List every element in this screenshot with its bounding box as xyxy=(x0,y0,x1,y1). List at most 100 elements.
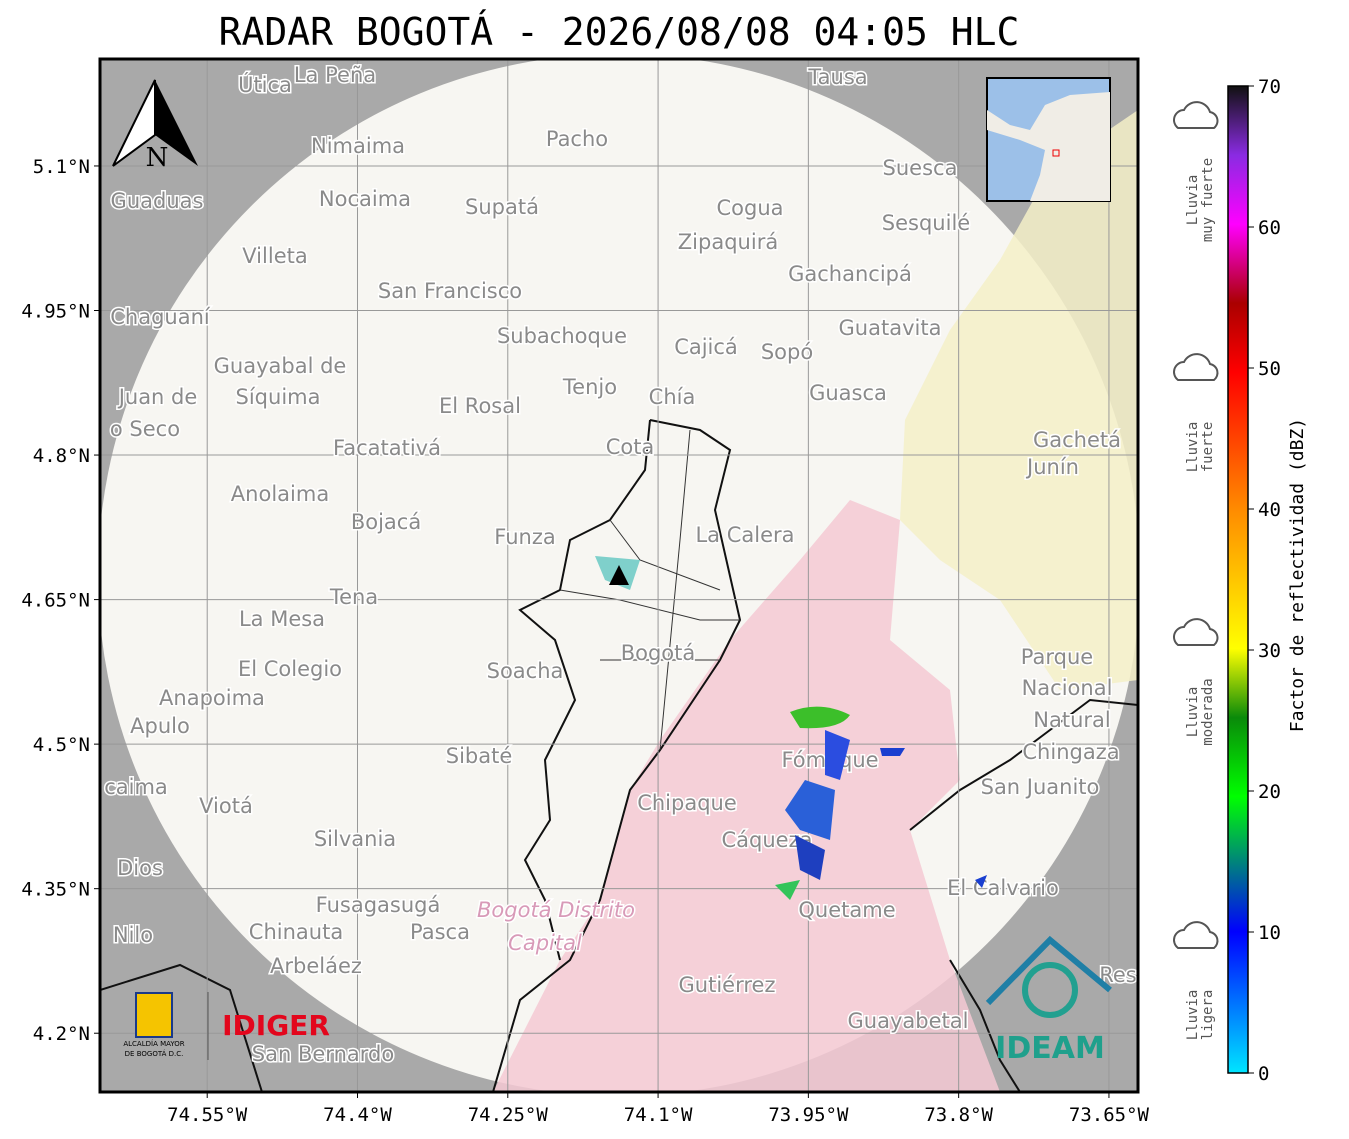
place-label: Nocaima xyxy=(319,187,411,211)
place-label: San Bernardo xyxy=(252,1042,394,1066)
colorbar xyxy=(1227,85,1249,1074)
colorbar-label: Factor de reflectividad (dBZ) xyxy=(1287,418,1308,732)
place-label: La Peña xyxy=(294,63,376,87)
place-label: Nimaima xyxy=(311,134,405,158)
y-tick-label: 4.2°N xyxy=(33,1023,90,1045)
rain-level-label: Lluvia xyxy=(1185,990,1201,1041)
place-label: Parque xyxy=(1021,645,1093,669)
north-arrow: N xyxy=(112,79,198,173)
region-yellow xyxy=(900,110,1138,690)
place-label: Bojacá xyxy=(351,510,421,534)
place-label: Anolaima xyxy=(231,482,329,506)
x-tick-label: 73.8°W xyxy=(924,1104,993,1126)
y-tick-label: 4.35°N xyxy=(21,879,90,901)
place-label: Chía xyxy=(649,385,696,409)
place-label: Gachancipá xyxy=(788,262,912,286)
place-label: Guasca xyxy=(809,381,887,405)
x-tick-label: 74.1°W xyxy=(624,1104,693,1126)
rain-icon xyxy=(1173,101,1219,129)
x-tick-label: 73.65°W xyxy=(1069,1104,1150,1126)
y-tick-label: 4.95°N xyxy=(21,301,90,323)
border xyxy=(100,963,263,1092)
place-label: Guatavita xyxy=(839,316,942,340)
place-label: Dios xyxy=(117,856,163,880)
place-label: Bogotá xyxy=(621,641,696,665)
place-label: El Colegio xyxy=(238,657,342,681)
place-label: La Calera xyxy=(695,523,794,547)
x-tick-label: 73.95°W xyxy=(768,1104,849,1126)
place-label: El Calvario xyxy=(947,876,1059,900)
colorbar-tick-label: 60 xyxy=(1258,217,1281,239)
place-label: Gutiérrez xyxy=(679,973,776,997)
place-label: Cajicá xyxy=(674,335,738,359)
place-label: Anapoima xyxy=(159,686,265,710)
colorbar-tick-label: 20 xyxy=(1258,781,1281,803)
region-pink xyxy=(493,500,1000,1092)
border xyxy=(949,959,1021,1092)
y-tick-label: 4.8°N xyxy=(33,445,90,467)
place-label: Apulo xyxy=(130,714,190,738)
map-frame xyxy=(98,57,1140,1094)
place-label: Supatá xyxy=(465,195,539,219)
x-tick-label: 74.4°W xyxy=(323,1104,392,1126)
place-label: Tausa xyxy=(807,65,867,89)
rain-level-label: Lluvia xyxy=(1185,422,1201,473)
place-label: Guayabal de xyxy=(214,354,347,378)
place-label: La Mesa xyxy=(239,607,325,631)
rain-level-label: Lluvia xyxy=(1185,175,1201,226)
idiger-logo: IDIGER xyxy=(222,1009,330,1042)
place-label: Útica xyxy=(238,72,292,97)
place-label: Nacional xyxy=(1022,676,1113,700)
place-label: Chipaque xyxy=(637,791,737,815)
x-tick-label: 74.25°W xyxy=(468,1104,549,1126)
rain-level-label: moderada xyxy=(1200,678,1216,745)
inset-map xyxy=(986,77,1111,202)
place-label: Capital xyxy=(508,931,582,955)
place-label: Facatativá xyxy=(333,436,441,460)
radar-site xyxy=(609,565,629,585)
rain-level-label: ligera xyxy=(1200,990,1216,1041)
y-tick-label: 4.65°N xyxy=(21,590,90,612)
colorbar-tick-label: 50 xyxy=(1258,358,1281,380)
place-label: Nilo xyxy=(113,923,153,947)
logos: ALCALDÍA MAYOR DE BOGOTÁ D.C. IDIGER IDE… xyxy=(123,935,1112,1066)
place-label: Gachetá xyxy=(1033,428,1121,452)
place-label: Chingaza xyxy=(1022,740,1119,764)
map-area: Útica La Peña Tausa Pacho Nimaima Suesca Guadu… xyxy=(100,59,1138,1092)
place-label: Soacha xyxy=(487,659,564,683)
place-label: Quetame xyxy=(798,898,895,922)
place-label: caima xyxy=(104,775,168,799)
place-label: Fusagasugá xyxy=(316,893,441,917)
ideam-logo: IDEAM xyxy=(995,1031,1105,1066)
place-label: El Rosal xyxy=(439,394,521,418)
place-label: Cota xyxy=(606,435,655,459)
rain-level-label: muy fuerte xyxy=(1200,158,1216,242)
place-label: Funza xyxy=(494,525,555,549)
colorbar-tick-label: 0 xyxy=(1258,1063,1269,1085)
north-label: N xyxy=(146,143,169,173)
border xyxy=(909,698,1138,831)
rain-level-label: Lluvia xyxy=(1185,687,1201,738)
place-label: o Seco xyxy=(110,417,180,441)
place-label: Chaguaní xyxy=(110,305,211,329)
place-label: Guaduas xyxy=(111,189,204,213)
rain-icon xyxy=(1173,921,1219,949)
colorbar-tick-label: 30 xyxy=(1258,640,1281,662)
rain-level-label: fuerte xyxy=(1200,422,1216,473)
place-label: Tenjo xyxy=(562,375,617,399)
bogota-border xyxy=(492,419,742,1092)
place-label: Bogotá Distrito xyxy=(477,898,635,922)
place-label: San Francisco xyxy=(378,279,522,303)
colorbar-tick-label: 10 xyxy=(1258,922,1281,944)
place-label: San Juanito xyxy=(981,775,1100,799)
place-label: Chinauta xyxy=(249,920,343,944)
alcaldia-line: DE BOGOTÁ D.C. xyxy=(125,1049,184,1058)
colorbar-tick-label: 40 xyxy=(1258,499,1281,521)
place-label: Síquima xyxy=(236,385,321,409)
rain-icon xyxy=(1173,353,1219,381)
x-tick-label: 74.55°W xyxy=(167,1104,248,1126)
alcaldia-line: ALCALDÍA MAYOR xyxy=(123,1039,184,1048)
place-label: Subachoque xyxy=(497,324,627,348)
place-label: Tena xyxy=(329,585,378,609)
